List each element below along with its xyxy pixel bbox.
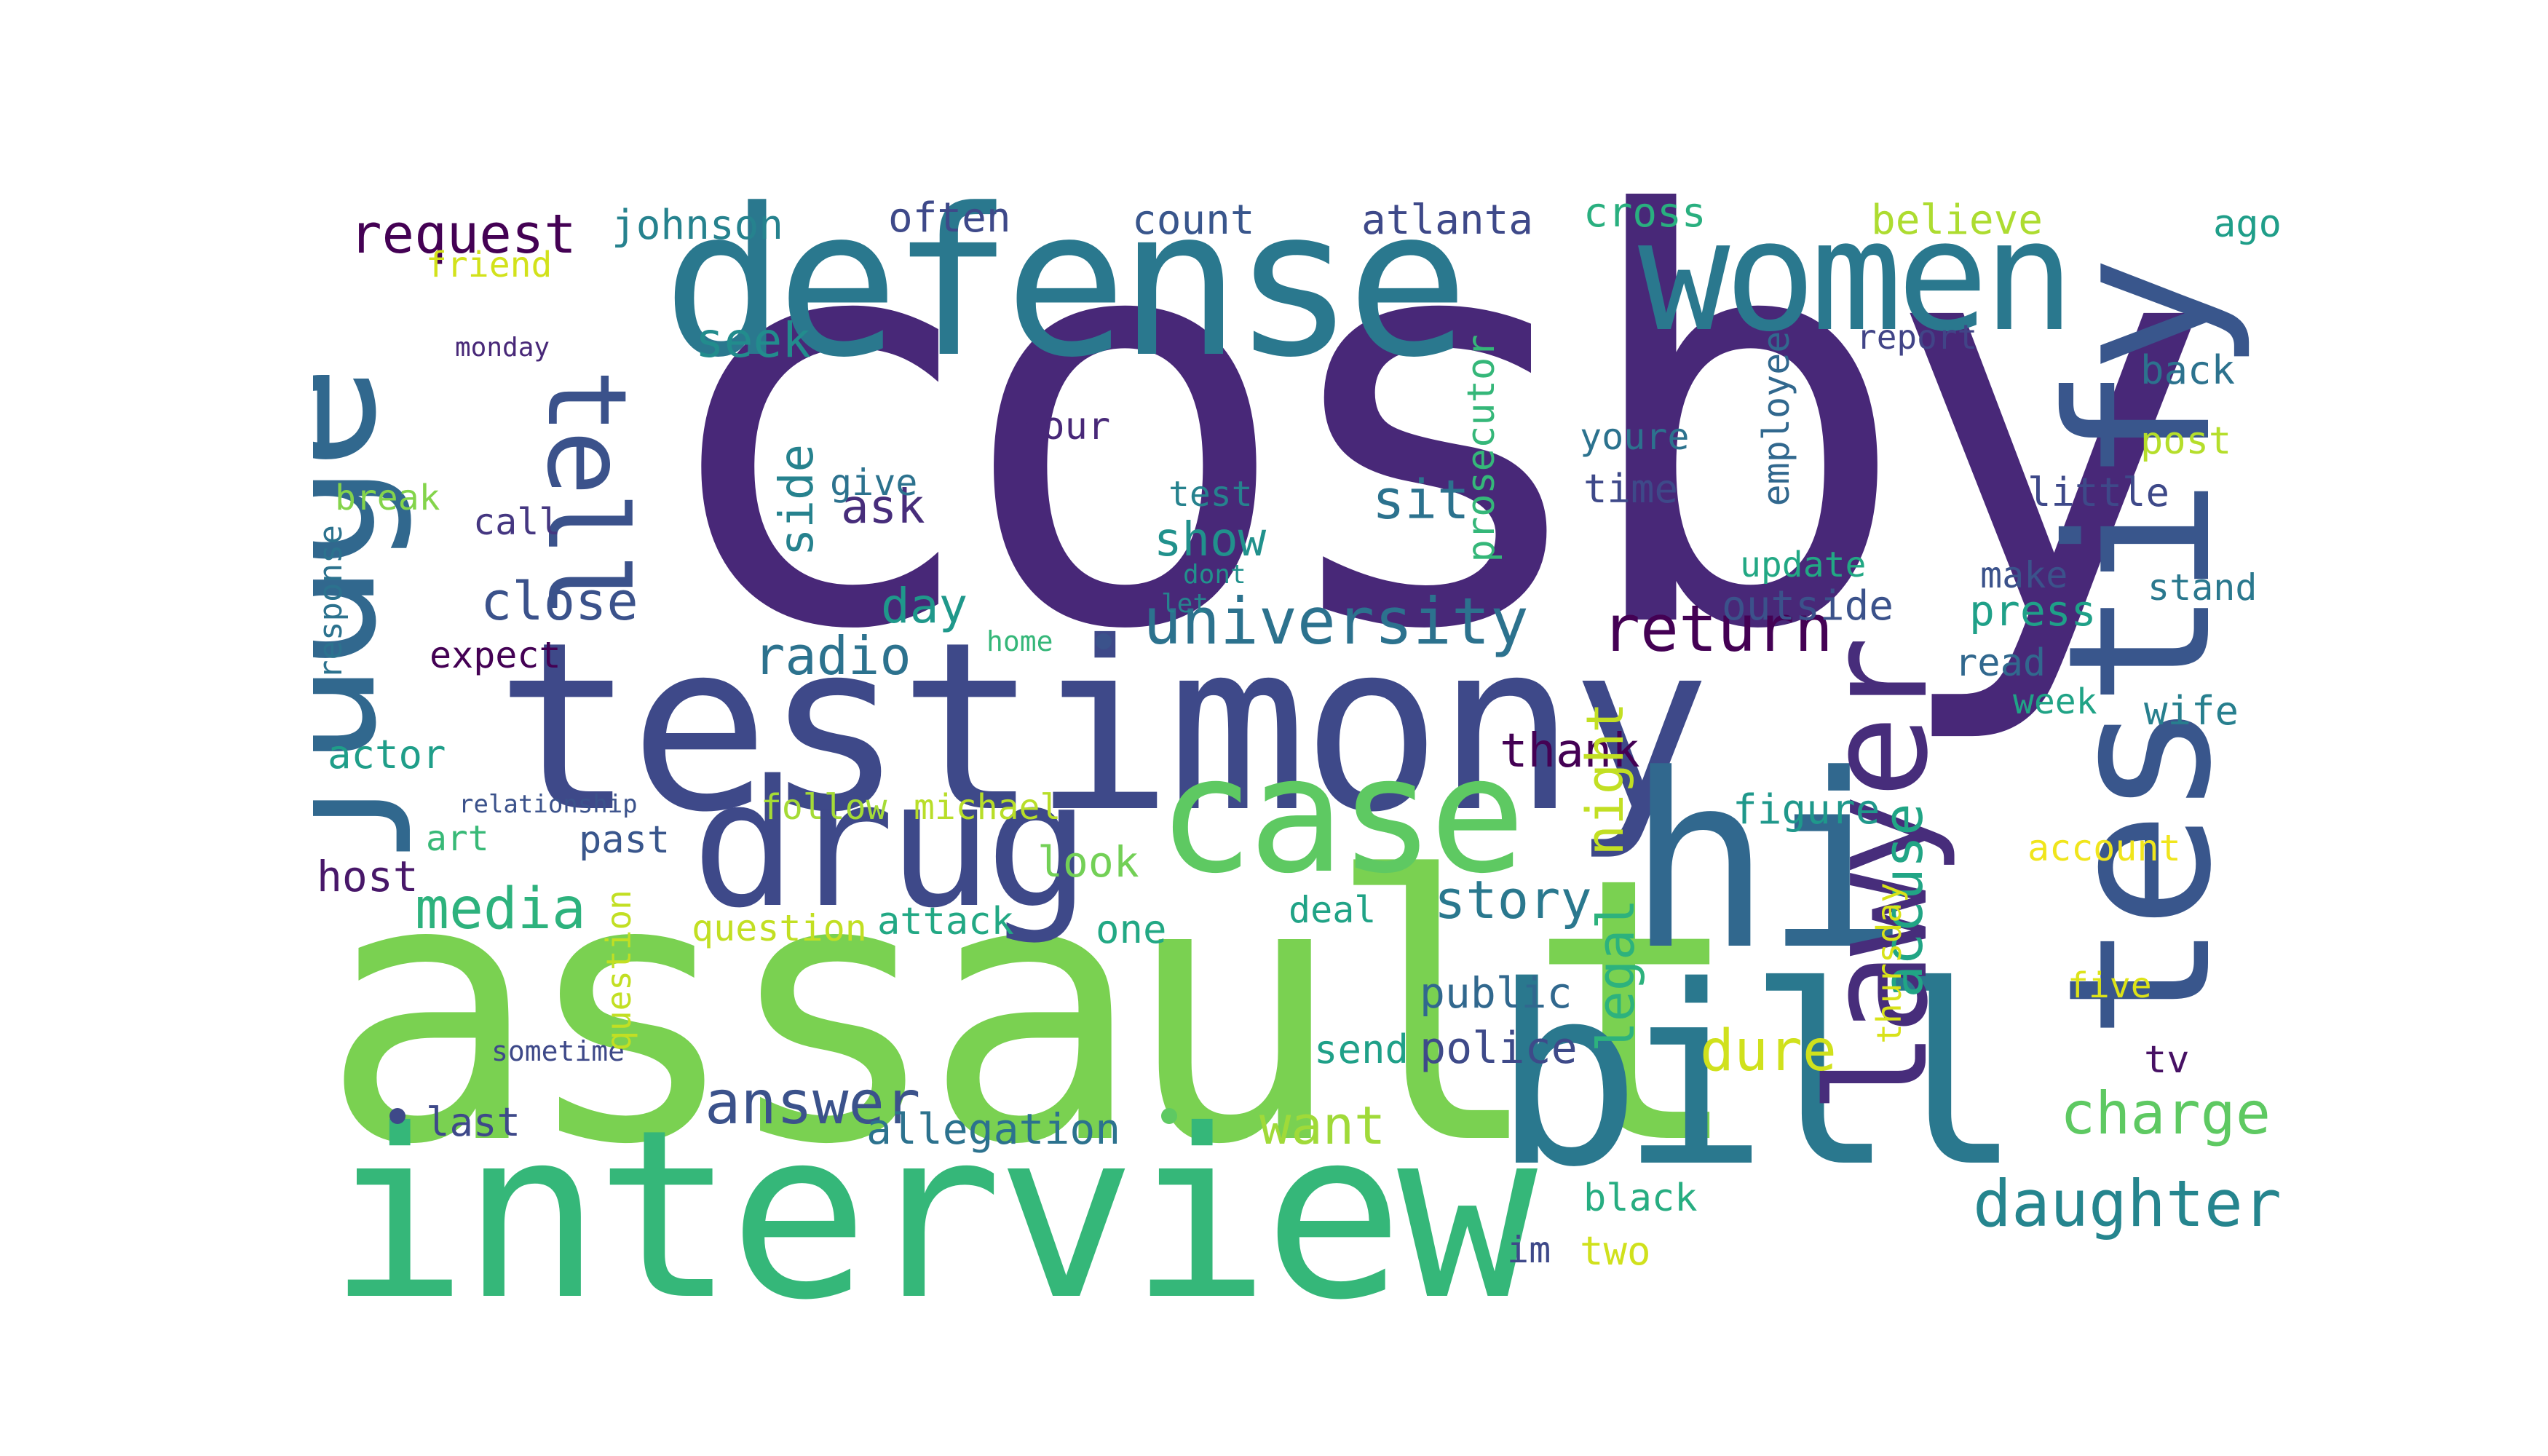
word-relationship: relationship: [459, 790, 638, 819]
word-cross: cross: [1583, 189, 1706, 237]
word-response: response: [313, 525, 349, 679]
word-look: look: [1037, 837, 1139, 887]
word-ask: ask: [841, 480, 925, 534]
word-report: report: [1856, 317, 1978, 357]
word-im: black: [1583, 1176, 1698, 1220]
word-let: let: [1161, 589, 1209, 619]
word-case: case: [1158, 722, 1526, 909]
word-art: art: [426, 818, 489, 859]
word-hour: hour: [1019, 405, 1111, 448]
word-prosecutor: prosecutor: [1460, 334, 1503, 563]
word-night: night: [1575, 702, 1635, 856]
dot-3: [1161, 1108, 1177, 1124]
word-post: post: [2140, 419, 2232, 463]
word-count: count: [1132, 197, 1255, 244]
word-week: week: [2013, 681, 2097, 722]
word-request: request: [349, 203, 577, 266]
word-defense: defense: [662, 189, 1469, 403]
word-hi: hi: [1627, 723, 1909, 1002]
word-break: break: [335, 478, 440, 518]
word-answer: answer: [705, 1069, 921, 1138]
word-little: little: [2027, 470, 2170, 515]
word-wife: wife: [2144, 688, 2239, 734]
word-employee: employee: [1755, 331, 1797, 507]
word-thank: thank: [1500, 724, 1640, 778]
word-drug: drug: [692, 743, 1091, 946]
word-often: often: [888, 194, 1011, 242]
word-actor: actor: [328, 732, 446, 778]
word-deal: deal: [1289, 889, 1377, 931]
word-host: host: [317, 852, 419, 901]
word-outside: outside: [1722, 582, 1894, 630]
word-one: attack: [877, 900, 1014, 943]
word-associate: two: [1580, 1228, 1651, 1274]
word-testify: testify: [2025, 263, 2255, 1040]
word-university: university: [1143, 584, 1529, 659]
word-give: give: [830, 462, 918, 504]
word-daughter: daughter: [1973, 1166, 2282, 1241]
word-charge: charge: [2060, 1080, 2271, 1147]
word-interview: interview: [328, 1080, 1538, 1310]
word-send: sometime: [491, 1035, 625, 1067]
word-cosby: cosby: [648, 189, 2219, 752]
word-close: close: [480, 571, 638, 632]
word-sometime: five: [2068, 965, 2152, 1006]
word-side: side: [770, 443, 824, 557]
word-home: home: [986, 625, 1053, 657]
word-dure: dure: [1700, 1018, 1837, 1084]
word-legal: legal: [1586, 898, 1646, 1053]
word-follow: follow: [761, 787, 887, 828]
word-attack: question: [692, 907, 867, 949]
word-test: test: [1168, 474, 1253, 515]
word-account: account: [2027, 827, 2181, 869]
word-thursday: thursday: [1870, 882, 1909, 1044]
word-two: im: [1507, 1229, 1551, 1271]
word-back: back: [2140, 347, 2236, 393]
word-ago: ago: [2213, 202, 2282, 246]
word-update: update: [1740, 545, 1867, 585]
word-read: read: [1955, 641, 2046, 685]
word-return: return: [1602, 591, 1833, 666]
word-johnson: johnson: [612, 202, 784, 249]
word-seek: seek: [695, 312, 811, 368]
word-past: past: [579, 818, 670, 862]
dot-1: [1096, 633, 1112, 649]
word-radio: radio: [753, 625, 911, 687]
word-stand: stand: [2148, 566, 2258, 609]
word-show: show: [1154, 513, 1267, 567]
word-last: tv: [2144, 1038, 2190, 1082]
word-police: police: [1420, 1023, 1578, 1074]
word-believe: believe: [1871, 197, 2043, 244]
word-sit: sit: [1372, 469, 1470, 531]
word-media: media: [415, 877, 586, 942]
word-time: time: [1583, 466, 1679, 512]
word-allegation: allegation: [866, 1104, 1121, 1154]
word-atlanta: atlanta: [1361, 197, 1534, 244]
word-want: want: [1259, 1095, 1386, 1156]
word-story: story: [1434, 869, 1592, 930]
word-bill: bill: [1492, 933, 2023, 1222]
word-assault: assault: [320, 800, 1745, 1224]
word-dont: dont: [1183, 560, 1246, 590]
word-day: day: [881, 578, 968, 634]
word-call: call: [473, 501, 561, 543]
word-testimony: testimony: [495, 593, 1711, 863]
word-expect: expect: [430, 634, 561, 676]
word-public: public: [1420, 968, 1572, 1018]
word-black: last: [426, 1099, 521, 1145]
word-five: one: [1096, 906, 1167, 952]
wordcloud: cosby assault interview testimony defens…: [313, 189, 2308, 1310]
word-tv: send: [1314, 1026, 1409, 1072]
word-youre: youre: [1580, 416, 1690, 458]
word-make: make: [1980, 554, 2068, 596]
dot-2: [389, 1108, 405, 1124]
word-monday: monday: [455, 333, 550, 363]
word-michael: michael: [914, 787, 1061, 828]
word-press: press: [1969, 586, 2097, 636]
word-figure: figure: [1733, 786, 1880, 834]
word-women: women: [1638, 189, 2075, 365]
word-friend: friend: [426, 245, 553, 285]
